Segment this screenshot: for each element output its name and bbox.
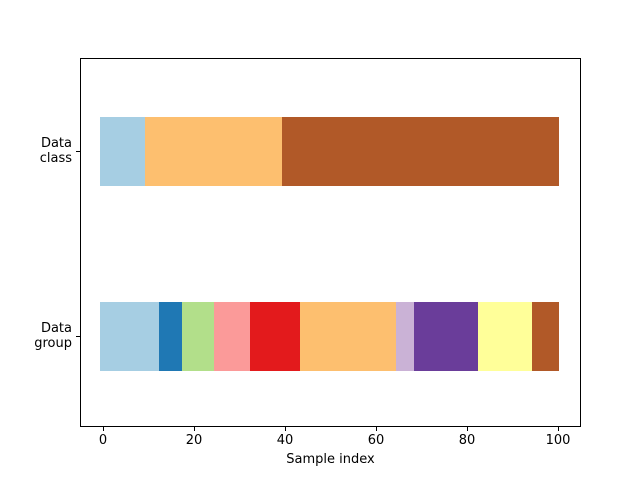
x-tick-mark (558, 427, 559, 431)
x-tick-label: 20 (185, 433, 203, 448)
x-tick-mark (194, 427, 195, 431)
plot-area (80, 58, 581, 427)
bar-segment-group-0 (99, 302, 160, 371)
bar-segment-group-9 (532, 302, 559, 371)
bar-segment-class-1 (145, 117, 282, 186)
bar-segment-group-4 (250, 302, 301, 371)
x-tick-label: 60 (367, 433, 385, 448)
y-tick-label: Data group (34, 321, 72, 351)
bar-segment-group-1 (159, 302, 182, 371)
bar-segment-class-0 (99, 117, 146, 186)
bar-segment-class-2 (281, 117, 559, 186)
bar-segment-group-6 (395, 302, 414, 371)
bar-segment-group-5 (300, 302, 396, 371)
x-tick-label: 100 (545, 433, 571, 448)
x-tick-mark (103, 427, 104, 431)
bar-segment-group-7 (413, 302, 478, 371)
x-tick-mark (376, 427, 377, 431)
x-tick-label: 40 (276, 433, 294, 448)
y-tick-label: Data class (39, 136, 72, 166)
y-tick-mark (76, 150, 80, 152)
bar-segment-group-3 (213, 302, 251, 371)
bar-segment-group-8 (477, 302, 533, 371)
x-axis-label: Sample index (286, 452, 375, 467)
x-tick-mark (285, 427, 286, 431)
x-tick-label: 0 (98, 433, 108, 448)
x-tick-mark (467, 427, 468, 431)
x-tick-label: 80 (458, 433, 476, 448)
y-tick-mark (76, 335, 80, 337)
bar-segment-group-2 (181, 302, 214, 371)
